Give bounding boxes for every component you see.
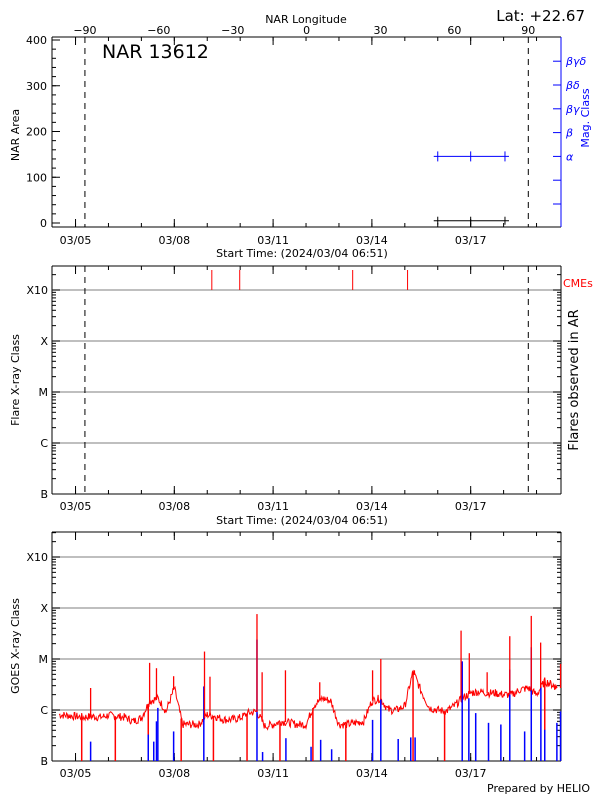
prepared-by-label: Prepared by HELIO (487, 782, 590, 795)
y2-tick-label: βγδ (565, 55, 587, 68)
y-tick-label: X (40, 335, 48, 348)
y-tick-label: 400 (26, 34, 47, 47)
y-tick-label: 0 (40, 217, 47, 230)
y-tick-label: 100 (26, 171, 47, 184)
top-x-tick-label: −60 (147, 24, 170, 37)
panel2-y2label: Flares observed in AR (567, 309, 582, 450)
x-tick-label: 03/14 (356, 500, 388, 513)
y-tick-label: B (40, 488, 48, 501)
x-tick-label: 03/05 (60, 500, 92, 513)
y-tick-label: X10 (26, 551, 48, 564)
y-tick-label: M (39, 653, 49, 666)
top-x-tick-label: −30 (221, 24, 244, 37)
top-axis-label: NAR Longitude (265, 13, 347, 26)
y2-tick-label: β (565, 127, 573, 140)
top-x-tick-label: 30 (374, 24, 388, 37)
x-tick-label: 03/17 (455, 767, 487, 780)
panel2-xlabel: Start Time: (2024/03/04 06:51) (216, 514, 388, 527)
x-tick-label: 03/11 (257, 500, 289, 513)
top-x-tick-label: 60 (447, 24, 461, 37)
x-tick-label: 03/14 (356, 767, 388, 780)
x-tick-label: 03/08 (158, 767, 190, 780)
panel3-ylabel: GOES X-ray Class (9, 598, 22, 694)
x-tick-label: 03/17 (455, 234, 487, 247)
x-tick-label: 03/08 (158, 500, 190, 513)
x-tick-label: 03/05 (60, 767, 92, 780)
panel1-xlabel: Start Time: (2024/03/04 06:51) (216, 247, 388, 260)
x-tick-label: 03/11 (257, 767, 289, 780)
top-x-tick-label: 0 (303, 24, 310, 37)
y-tick-label: B (40, 755, 48, 768)
panel2-ylabel: Flare X-ray Class (9, 334, 22, 426)
y-tick-label: X (40, 602, 48, 615)
top-x-tick-label: −90 (73, 24, 96, 37)
x-tick-label: 03/17 (455, 500, 487, 513)
top-x-tick-label: 90 (521, 24, 535, 37)
y2-tick-label: α (566, 150, 574, 163)
panel1-y2label: Mag. Class (579, 88, 592, 147)
y2-tick-label: βδ (565, 79, 580, 92)
latitude-label: Lat: +22.67 (496, 7, 585, 25)
goes-long-channel-line (58, 669, 558, 731)
x-tick-label: 03/05 (60, 234, 92, 247)
cme-label: CMEs (563, 277, 593, 290)
x-tick-label: 03/08 (158, 234, 190, 247)
y-tick-label: C (40, 704, 48, 717)
y-tick-label: X10 (26, 284, 48, 297)
y2-tick-label: βγ (565, 103, 580, 116)
panel1-ylabel: NAR Area (9, 109, 22, 161)
y-tick-label: C (40, 437, 48, 450)
y-tick-label: M (39, 386, 49, 399)
x-tick-label: 03/11 (257, 234, 289, 247)
x-tick-label: 03/14 (356, 234, 388, 247)
y-tick-label: 200 (26, 126, 47, 139)
y-tick-label: 300 (26, 80, 47, 93)
panel1-title: NAR 13612 (102, 41, 209, 63)
